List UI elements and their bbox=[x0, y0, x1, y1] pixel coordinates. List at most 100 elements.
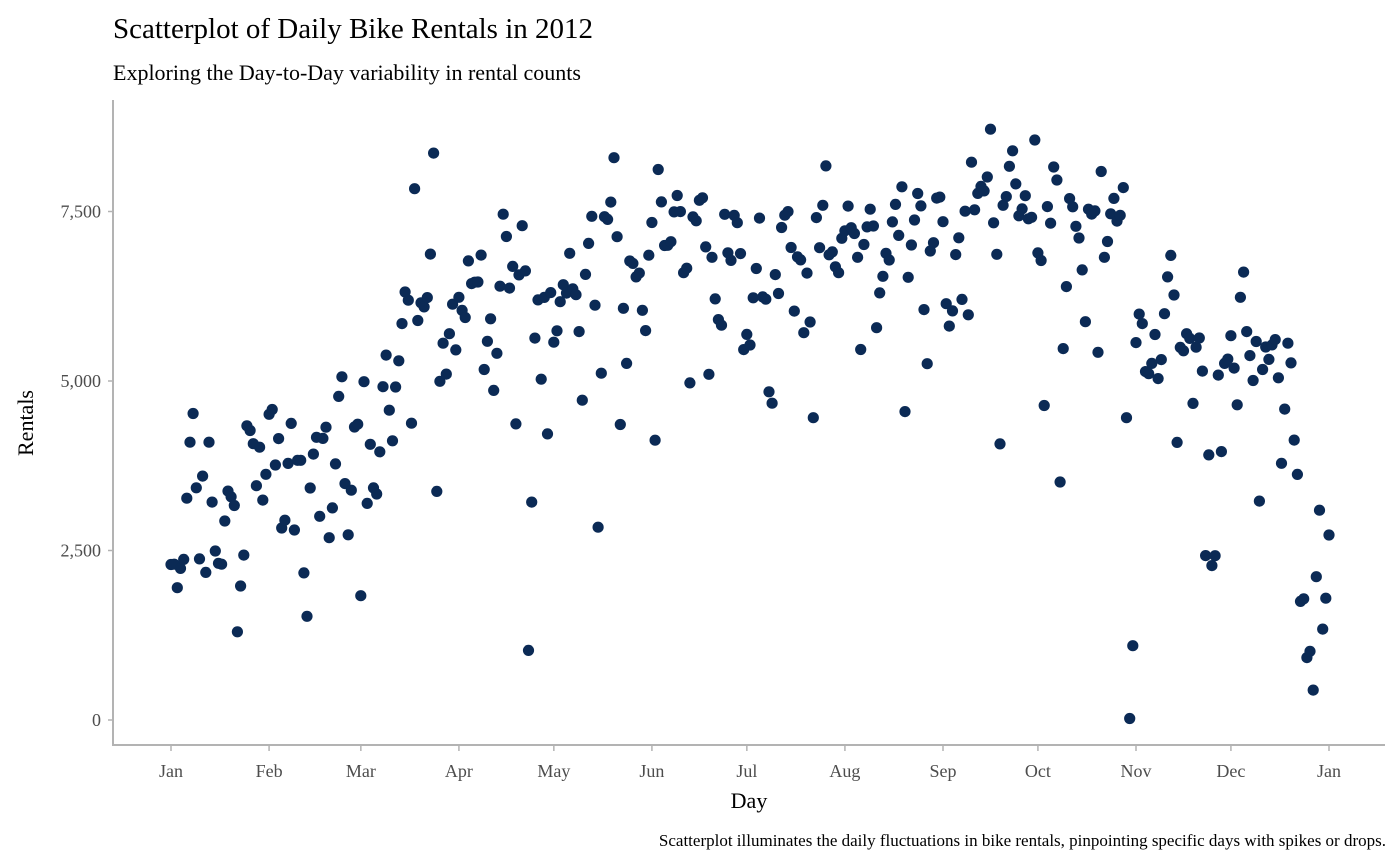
data-point bbox=[219, 515, 231, 527]
data-point bbox=[785, 241, 797, 254]
data-point bbox=[715, 319, 728, 331]
data-point bbox=[1193, 332, 1205, 344]
data-point bbox=[1222, 353, 1234, 365]
data-point bbox=[1238, 266, 1250, 278]
data-point bbox=[646, 216, 658, 229]
data-point bbox=[472, 276, 484, 288]
data-point bbox=[1231, 399, 1243, 411]
data-point bbox=[1133, 308, 1145, 320]
data-point bbox=[228, 499, 240, 512]
data-point bbox=[893, 229, 905, 241]
data-point bbox=[817, 199, 829, 211]
chart-title: Scatterplot of Daily Bike Rentals in 201… bbox=[113, 13, 593, 45]
data-point bbox=[696, 192, 709, 204]
data-point bbox=[769, 269, 781, 281]
data-point bbox=[1127, 640, 1139, 652]
data-point bbox=[1010, 178, 1022, 190]
data-point bbox=[1089, 205, 1101, 217]
data-point bbox=[826, 246, 838, 258]
data-point bbox=[570, 289, 582, 301]
data-point bbox=[1215, 446, 1227, 458]
data-point bbox=[497, 208, 509, 220]
data-point bbox=[314, 510, 326, 522]
x-tick-label: Nov bbox=[1121, 761, 1152, 781]
x-tick-label: Oct bbox=[1025, 761, 1051, 781]
data-point bbox=[358, 376, 370, 388]
data-point bbox=[782, 206, 794, 218]
data-point bbox=[320, 421, 332, 433]
data-point bbox=[1234, 291, 1246, 303]
data-point bbox=[323, 532, 335, 544]
data-point bbox=[1288, 434, 1300, 446]
data-point bbox=[519, 265, 532, 277]
data-point bbox=[564, 247, 576, 259]
data-point bbox=[801, 267, 813, 279]
data-point bbox=[345, 484, 357, 496]
data-point bbox=[200, 566, 212, 579]
data-point bbox=[1130, 337, 1142, 349]
data-point bbox=[203, 436, 215, 448]
data-point bbox=[336, 371, 348, 383]
data-point bbox=[605, 196, 617, 208]
data-point bbox=[374, 446, 386, 458]
data-point bbox=[481, 335, 493, 347]
data-point bbox=[871, 322, 883, 334]
data-point bbox=[592, 521, 604, 533]
data-point bbox=[428, 147, 440, 159]
data-point bbox=[709, 293, 721, 305]
data-point bbox=[1136, 318, 1148, 330]
data-point bbox=[810, 212, 823, 224]
data-point bbox=[1313, 504, 1326, 516]
data-point bbox=[1149, 328, 1161, 341]
data-point bbox=[1177, 345, 1190, 357]
data-point bbox=[753, 212, 766, 224]
data-point bbox=[282, 457, 294, 469]
data-point bbox=[589, 299, 601, 311]
data-point bbox=[1057, 343, 1069, 355]
data-point bbox=[921, 358, 933, 370]
data-point bbox=[450, 344, 462, 356]
data-point bbox=[636, 304, 649, 316]
data-point bbox=[1241, 326, 1253, 338]
data-point bbox=[244, 424, 256, 437]
data-point bbox=[905, 239, 918, 251]
data-point bbox=[1070, 220, 1082, 232]
data-point bbox=[962, 309, 974, 321]
data-point bbox=[1165, 249, 1177, 261]
data-point bbox=[795, 254, 807, 266]
data-point bbox=[1263, 353, 1275, 365]
data-point bbox=[535, 373, 547, 385]
data-point bbox=[1244, 350, 1256, 362]
data-point bbox=[665, 236, 677, 248]
data-point bbox=[602, 213, 614, 225]
data-point bbox=[633, 267, 645, 279]
data-point bbox=[424, 248, 436, 260]
data-point bbox=[529, 332, 541, 344]
data-point bbox=[766, 397, 778, 409]
data-point bbox=[959, 205, 971, 217]
data-point bbox=[1282, 337, 1294, 349]
data-point bbox=[965, 156, 978, 168]
data-point bbox=[554, 296, 566, 308]
data-point bbox=[978, 185, 990, 197]
data-point bbox=[867, 220, 880, 232]
data-point bbox=[1054, 476, 1066, 488]
data-point bbox=[621, 357, 633, 369]
data-point bbox=[991, 248, 1003, 260]
data-point bbox=[1051, 174, 1063, 186]
data-point bbox=[181, 492, 193, 504]
data-point bbox=[611, 231, 623, 243]
data-point bbox=[874, 287, 886, 299]
data-point bbox=[171, 582, 183, 594]
data-point bbox=[254, 441, 266, 453]
data-point bbox=[1323, 529, 1335, 541]
data-point bbox=[551, 325, 563, 337]
data-point bbox=[1320, 592, 1332, 604]
data-point bbox=[940, 298, 952, 310]
data-point bbox=[507, 260, 519, 272]
data-point bbox=[380, 349, 392, 361]
data-point bbox=[307, 448, 319, 460]
data-point bbox=[1212, 369, 1224, 381]
data-point bbox=[706, 251, 718, 263]
data-point bbox=[915, 200, 927, 212]
